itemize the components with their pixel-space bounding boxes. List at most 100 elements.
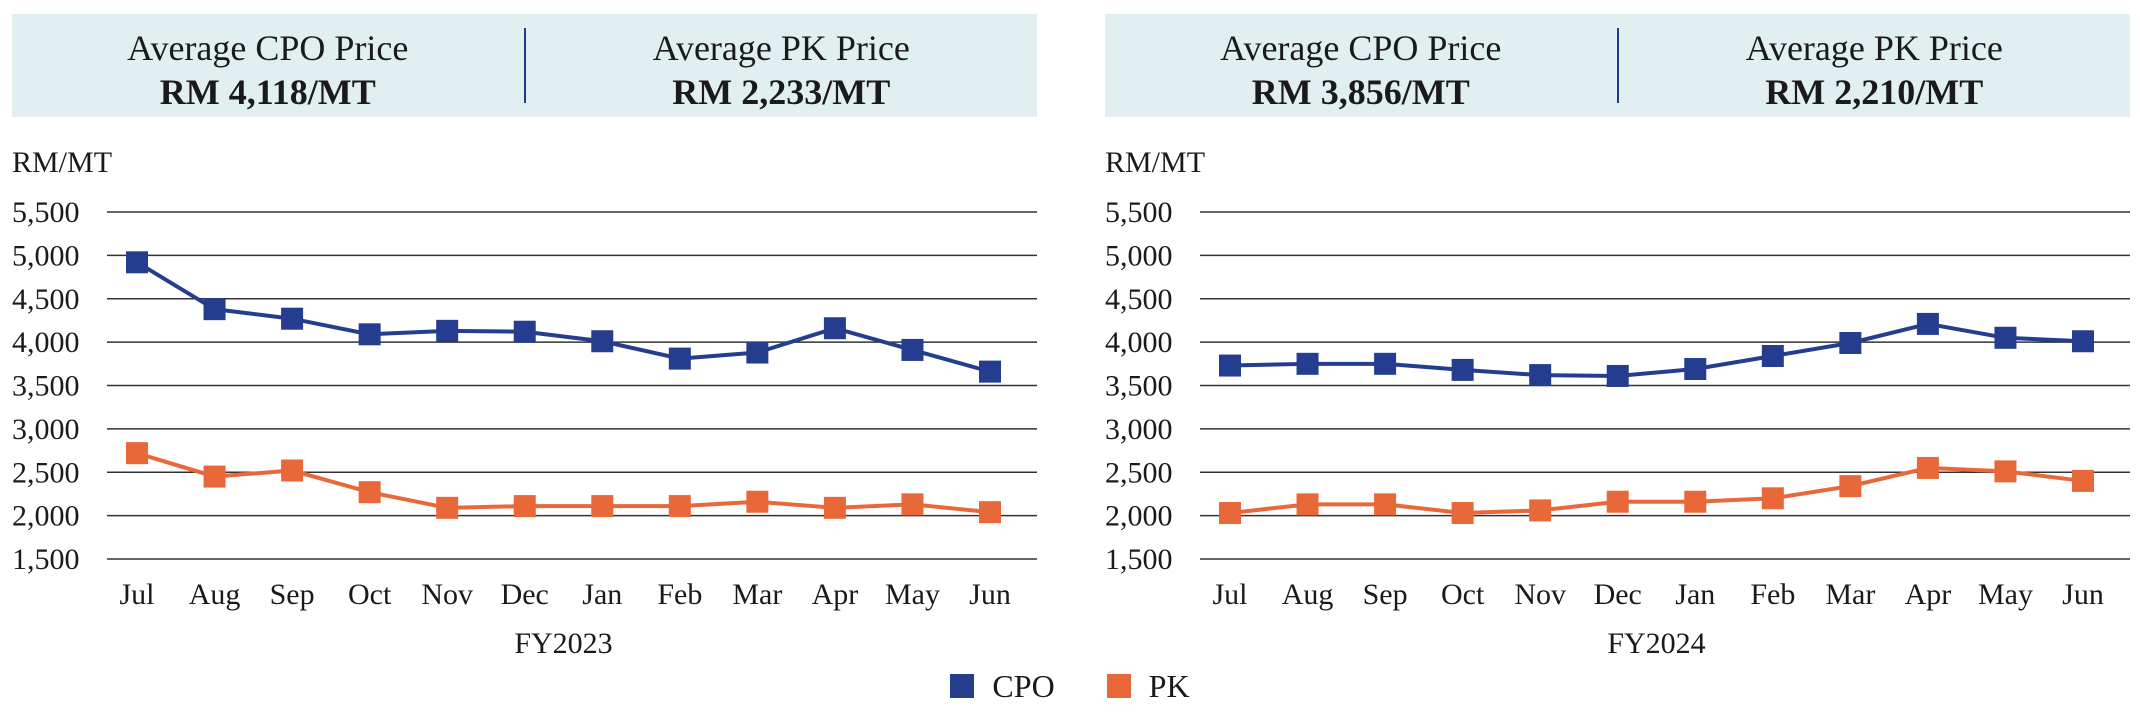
chart-legend: CPO PK: [0, 665, 2140, 707]
x-tick-label: Aug: [1282, 578, 1334, 611]
x-tick-label: Jun: [969, 578, 1011, 611]
data-point-pk: [126, 442, 148, 465]
line-chart-fy2024: RM/MT 5,500 5,000 4,500 4,000 3,500 3,000 2,500…: [1105, 146, 2130, 660]
legend-item-cpo: CPO: [950, 667, 1055, 705]
data-point-pk: [591, 495, 614, 518]
avg-pk-value: RM 2,210/MT: [1765, 72, 1984, 112]
data-point-cpo: [2072, 330, 2094, 353]
x-tick-label: Oct: [348, 578, 392, 611]
data-point-cpo: [901, 338, 924, 361]
summary-divider: [523, 28, 526, 103]
x-tick-label: Nov: [1514, 578, 1566, 611]
data-point-cpo: [203, 298, 226, 321]
data-point-cpo: [1451, 358, 1474, 381]
price-summary-banner: Average CPO Price RM 3,856/MT Average PK…: [1105, 14, 2130, 117]
legend-swatch-cpo: [950, 674, 975, 698]
y-tick-label: 2,500: [12, 456, 80, 489]
y-tick-label: 3,000: [1105, 413, 1173, 446]
data-point-cpo: [1219, 354, 1241, 377]
y-tick-label: 2,000: [12, 500, 80, 533]
x-tick-label: Aug: [189, 578, 241, 611]
x-tick-label: Feb: [1750, 578, 1795, 611]
data-point-cpo: [1916, 312, 1939, 335]
y-tick-label: 3,500: [1105, 370, 1173, 403]
data-point-pk: [1916, 456, 1939, 479]
data-point-pk: [203, 465, 226, 488]
legend-label-cpo: CPO: [992, 667, 1055, 704]
x-tick-label: Jun: [2062, 578, 2104, 611]
data-point-pk: [746, 490, 769, 513]
avg-pk-summary: Average PK Price RM 2,233/MT: [526, 14, 1038, 117]
y-tick-label: 1,500: [1105, 543, 1173, 576]
avg-cpo-summary: Average CPO Price RM 4,118/MT: [12, 14, 524, 117]
y-tick-label: 3,000: [12, 413, 80, 446]
data-point-cpo: [1374, 352, 1397, 375]
x-tick-label: Nov: [421, 578, 473, 611]
avg-cpo-value: RM 3,856/MT: [1251, 72, 1470, 112]
data-point-pk: [1839, 475, 1862, 498]
data-point-pk: [901, 493, 924, 516]
chart-panel-fy2023: Average CPO Price RM 4,118/MT Average PK…: [12, 0, 1042, 712]
x-tick-label: Jan: [1675, 578, 1715, 611]
y-axis-label: RM/MT: [1105, 146, 1205, 179]
y-tick-label: 4,500: [12, 283, 80, 316]
y-tick-label: 4,500: [1105, 283, 1173, 316]
data-point-pk: [668, 495, 691, 518]
price-summary-banner: Average CPO Price RM 4,118/MT Average PK…: [12, 14, 1037, 117]
avg-pk-value: RM 2,233/MT: [672, 72, 891, 112]
x-tick-label: Mar: [732, 578, 782, 611]
data-point-pk: [823, 496, 846, 519]
data-point-pk: [1296, 493, 1319, 516]
data-point-cpo: [668, 347, 691, 370]
y-tick-label: 5,500: [12, 196, 80, 229]
data-point-cpo: [1296, 352, 1319, 375]
x-tick-label: May: [1978, 578, 2033, 611]
data-point-pk: [513, 495, 536, 518]
data-point-pk: [1219, 502, 1241, 525]
data-point-cpo: [1839, 331, 1862, 354]
x-axis-title: FY2024: [1607, 627, 1705, 660]
avg-cpo-value: RM 4,118/MT: [159, 72, 376, 112]
x-axis-title: FY2023: [514, 627, 612, 660]
x-tick-label: Apr: [1905, 578, 1952, 611]
data-point-pk: [1529, 499, 1552, 522]
data-point-pk: [1994, 460, 2017, 483]
y-tick-label: 5,000: [12, 239, 80, 272]
data-point-cpo: [436, 319, 459, 342]
data-point-cpo: [591, 330, 614, 353]
x-tick-label: Mar: [1825, 578, 1875, 611]
y-tick-label: 2,500: [1105, 456, 1173, 489]
y-tick-label: 4,000: [12, 326, 80, 359]
avg-cpo-title: Average CPO Price: [127, 28, 409, 68]
line-chart-fy2023: RM/MT 5,500 5,000 4,500 4,000 3,500 3,000 2,500…: [12, 146, 1037, 660]
avg-pk-title: Average PK Price: [652, 28, 910, 68]
data-point-cpo: [1529, 364, 1552, 387]
data-point-cpo: [1761, 345, 1784, 368]
x-tick-label: Sep: [270, 578, 315, 611]
avg-pk-summary: Average PK Price RM 2,210/MT: [1619, 14, 2131, 117]
data-point-cpo: [979, 360, 1001, 383]
data-point-cpo: [1606, 364, 1629, 387]
y-tick-label: 4,000: [1105, 326, 1173, 359]
data-point-cpo: [823, 317, 846, 340]
series-line-cpo: [135, 260, 991, 374]
series-line-cpo: [1229, 321, 2084, 378]
data-point-cpo: [126, 251, 148, 274]
summary-divider: [1616, 28, 1619, 103]
x-tick-label: Apr: [812, 578, 859, 611]
avg-cpo-title: Average CPO Price: [1220, 28, 1502, 68]
data-point-cpo: [1994, 326, 2017, 349]
y-tick-label: 2,000: [1105, 500, 1173, 533]
x-tick-label: Dec: [1594, 578, 1642, 611]
data-point-cpo: [1684, 358, 1707, 381]
series-line-pk: [1229, 465, 2084, 516]
chart-panel-fy2024: Average CPO Price RM 3,856/MT Average PK…: [1105, 0, 2135, 712]
x-tick-label: Sep: [1363, 578, 1408, 611]
legend-swatch-pk: [1106, 674, 1131, 698]
x-tick-label: Jan: [582, 578, 622, 611]
data-point-pk: [281, 459, 304, 482]
y-tick-label: 5,500: [1105, 196, 1173, 229]
data-point-pk: [1684, 490, 1707, 513]
x-tick-label: Oct: [1441, 578, 1485, 611]
data-point-cpo: [746, 341, 769, 364]
